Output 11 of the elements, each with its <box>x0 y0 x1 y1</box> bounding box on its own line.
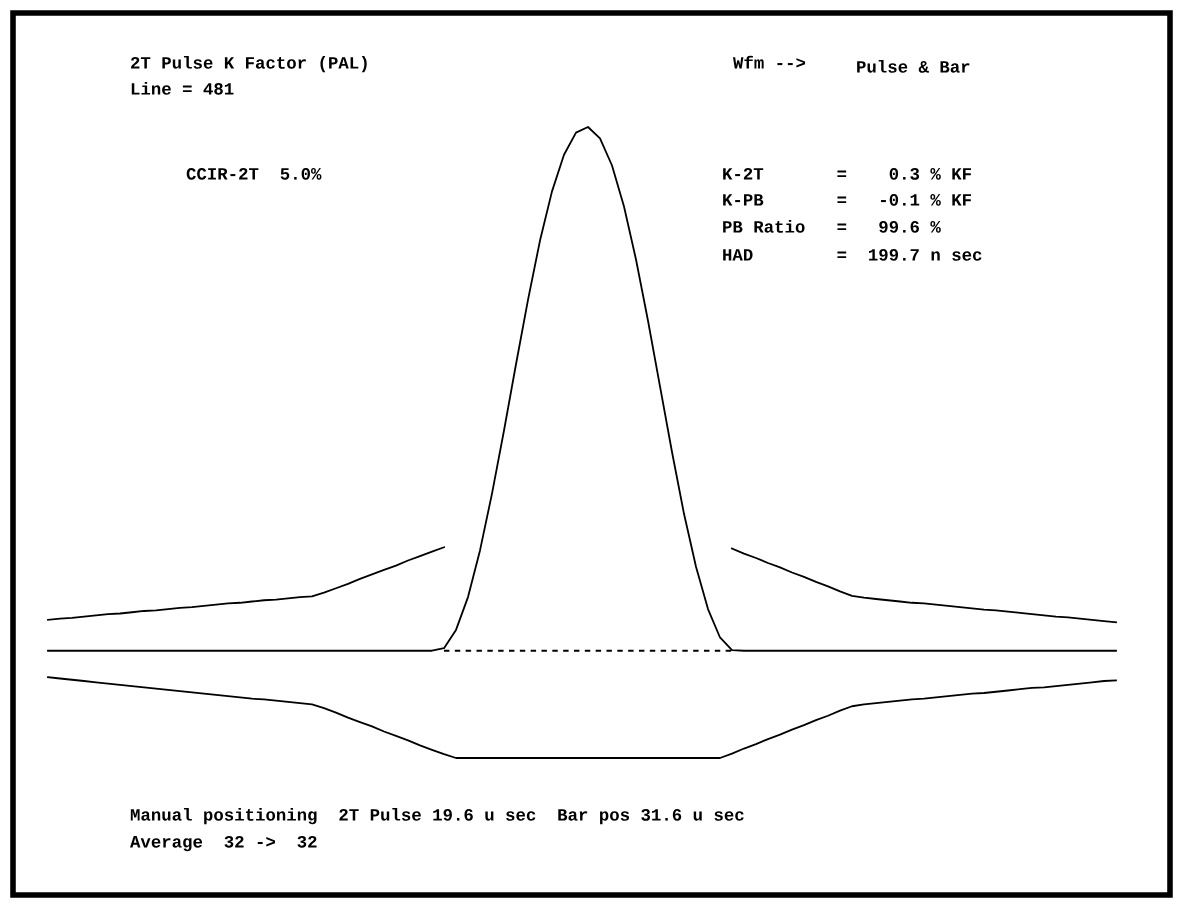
text: Wfm --> <box>733 55 806 69</box>
annotation: HAD = 199.7 n sec <box>723 248 982 261</box>
text: Manual positioning 2T Pulse 19.6 u sec Bar pos 31.6 u sec <box>130 808 744 825</box>
chart-title: 2T Pulse K Factor (PAL) <box>131 56 367 73</box>
chart-subtitle: Line = 481 <box>131 82 234 95</box>
annotation: K-PB = -0.1 % KF <box>723 193 971 206</box>
text: Pulse & Bar <box>857 60 970 73</box>
annotation: PB Ratio = 99.6 % <box>723 220 941 233</box>
text: Average 32 -> 32 <box>130 835 317 852</box>
annotation: CCIR-2T 5.0% <box>186 167 322 180</box>
annotation: K-2T = 0.3 % KF <box>723 167 971 180</box>
